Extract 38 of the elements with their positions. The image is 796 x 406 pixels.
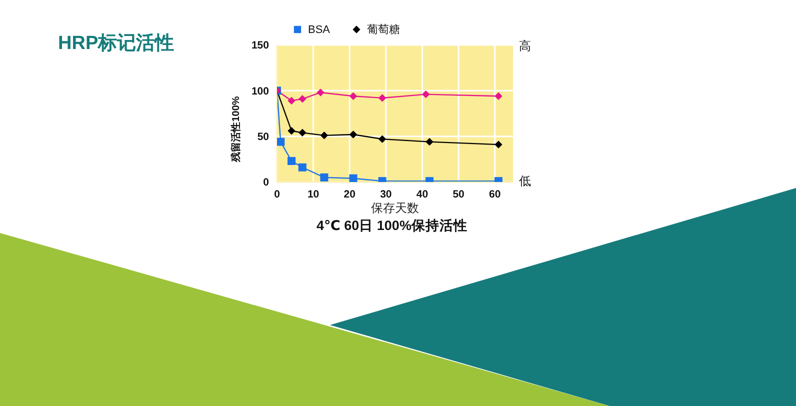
y-axis-title: 残留活性100%: [230, 96, 243, 162]
y-tick-label: 0: [263, 176, 270, 189]
x-tick-label: 20: [344, 188, 356, 200]
legend-label: 葡萄糖: [367, 22, 400, 37]
x-tick-label: 50: [452, 188, 465, 200]
text: 低: [519, 173, 531, 190]
point: [288, 127, 296, 135]
x-tick-label: 30: [380, 188, 392, 200]
point: [422, 90, 430, 98]
x-tick-label: 0: [274, 188, 280, 200]
point: [378, 94, 386, 102]
point: [494, 140, 502, 148]
point: [320, 173, 328, 182]
text: HRP标记活性: [58, 32, 174, 56]
point: [298, 128, 306, 137]
point: [288, 96, 296, 105]
x-tick-label: 10: [307, 188, 320, 200]
x-axis-title: 保存天数: [370, 200, 420, 217]
point: [349, 130, 358, 138]
point: [316, 88, 324, 96]
point: [349, 92, 358, 100]
x-tick-label: 40: [416, 188, 428, 200]
text: 高: [519, 38, 531, 55]
y-tick-label: 150: [251, 40, 270, 52]
point: [426, 138, 434, 146]
point: [494, 92, 502, 100]
point: [349, 174, 358, 182]
legend-label: BSA: [308, 24, 330, 36]
point: [298, 163, 306, 172]
point: [298, 95, 306, 103]
x-tick-label: 60: [489, 188, 501, 200]
point: [277, 138, 285, 146]
point: [288, 156, 296, 165]
y-tick-label: 50: [257, 131, 270, 144]
y-tick-label: 100: [251, 85, 270, 98]
point: [378, 135, 386, 143]
point: [320, 132, 328, 140]
text: 4℃ 60日 100%保持活性: [316, 217, 468, 235]
